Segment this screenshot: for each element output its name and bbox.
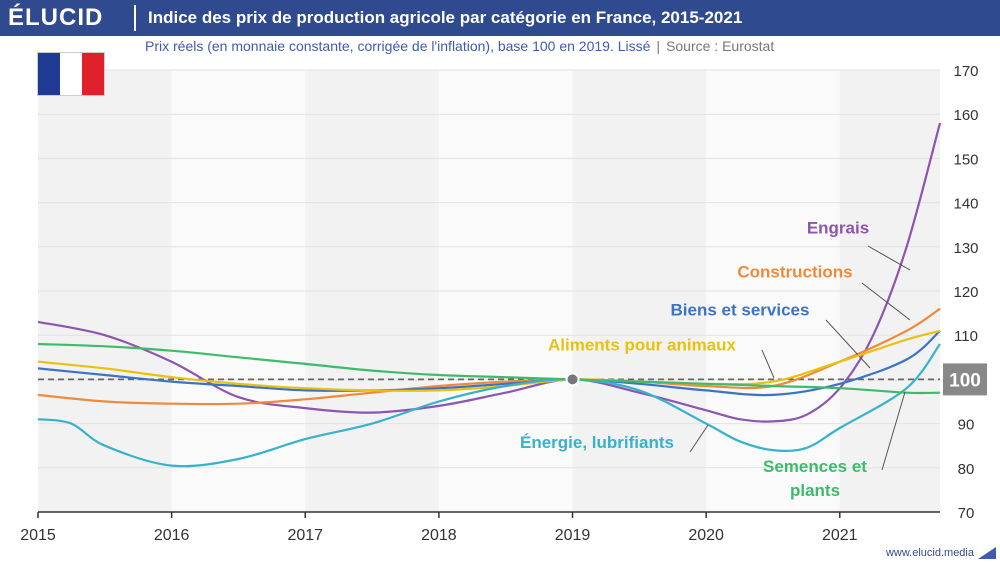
flag-stripe-white (60, 53, 82, 95)
flag-stripe-blue (38, 53, 60, 95)
y-tick-label: 170 (953, 63, 978, 80)
france-flag-icon (38, 53, 104, 95)
reference-label: 100 (949, 370, 981, 391)
y-tick-label: 140 (953, 196, 978, 213)
header-divider (134, 5, 136, 31)
series-line-engrais (37, 122, 942, 423)
series-label: Aliments pour animaux (548, 336, 737, 355)
y-tick-label: 70 (958, 505, 975, 522)
y-tick-label: 120 (953, 284, 978, 301)
chart-subtitle: Prix réels (en monnaie constante, corrig… (145, 38, 774, 54)
series-label: Biens et services (671, 300, 810, 319)
label-leader-line (761, 349, 775, 379)
brand-mark-icon (978, 547, 996, 559)
reference-label-box (943, 363, 987, 396)
x-tick-label: 2018 (421, 527, 457, 544)
series-line--nergie-lubrifiants (37, 343, 941, 468)
label-leader-line (881, 391, 906, 471)
y-tick-label: 80 (958, 461, 975, 478)
series-line-semences-et-plants (37, 342, 941, 395)
x-tick-label: 2021 (822, 527, 858, 544)
y-tick-label: 110 (954, 328, 978, 345)
series-line-constructions (37, 307, 941, 406)
label-leader-line (867, 245, 911, 271)
x-tick-label: 2019 (555, 527, 591, 544)
reference-point (565, 372, 580, 387)
y-tick-label: 130 (953, 240, 978, 257)
x-tick-label: 2020 (688, 527, 724, 544)
series-line-biens-et-services (37, 329, 941, 397)
label-leader-line (689, 424, 709, 453)
series-label: Engrais (807, 219, 869, 238)
series-label: plants (790, 481, 840, 500)
y-tick-label: 160 (953, 107, 978, 124)
series-label: Énergie, lubrifiants (520, 433, 674, 452)
flag-stripe-red (82, 53, 104, 95)
subtitle-separator: | (656, 38, 661, 54)
series-label: Semences et (763, 457, 867, 476)
subtitle-text: Prix réels (en monnaie constante, corrig… (145, 38, 651, 54)
y-tick-label: 150 (953, 151, 978, 168)
label-leader-line (861, 282, 911, 321)
chart-title: Indice des prix de production agricole p… (148, 8, 743, 27)
brand-logo[interactable]: ÉLUCID (8, 4, 104, 31)
x-tick-label: 2016 (154, 527, 190, 544)
footer-url[interactable]: www.elucid.media (885, 547, 974, 559)
source-text: Source : Eurostat (666, 38, 775, 54)
x-tick-label: 2017 (287, 527, 323, 544)
y-tick-label: 90 (958, 417, 975, 434)
series-label: Constructions (737, 263, 852, 282)
x-tick-label: 2015 (20, 527, 56, 544)
label-leader-line (825, 319, 871, 369)
header-bar: ÉLUCID Indice des prix de production agr… (0, 0, 1000, 36)
